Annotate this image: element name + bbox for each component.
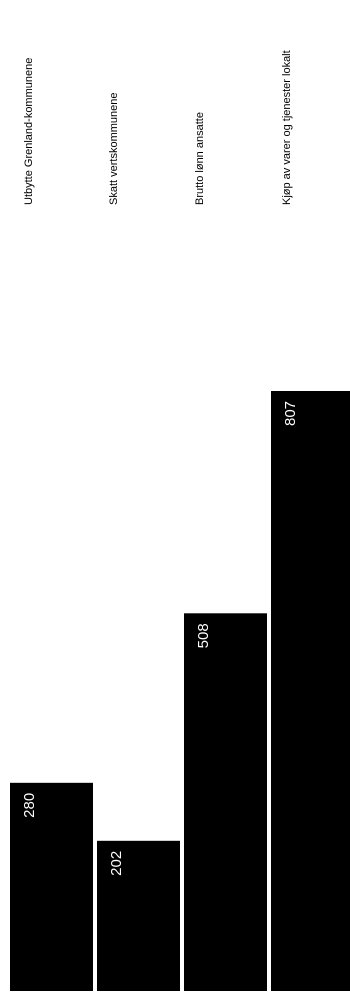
bar-2 xyxy=(184,613,267,991)
bar-0 xyxy=(10,782,93,991)
value-labels-group: 280 202 508 807 xyxy=(21,401,299,876)
category-label-2: Brutto lønn ansatte xyxy=(194,112,206,205)
category-label-0: Utbytte Grenland-kommunene xyxy=(23,58,35,205)
value-label-1: 202 xyxy=(108,851,125,876)
value-label-2: 508 xyxy=(195,623,212,648)
bar-1 xyxy=(97,840,180,991)
value-label-0: 280 xyxy=(21,793,38,818)
bars-group xyxy=(10,390,350,992)
category-labels-group: Utbytte Grenland-kommunene Skatt vertskom… xyxy=(23,50,293,205)
value-label-3: 807 xyxy=(282,401,299,426)
category-label-3: Kjøp av varer og tjenester lokalt xyxy=(281,50,293,205)
bar-3 xyxy=(271,390,350,992)
category-label-1: Skatt vertskommunene xyxy=(108,93,120,206)
